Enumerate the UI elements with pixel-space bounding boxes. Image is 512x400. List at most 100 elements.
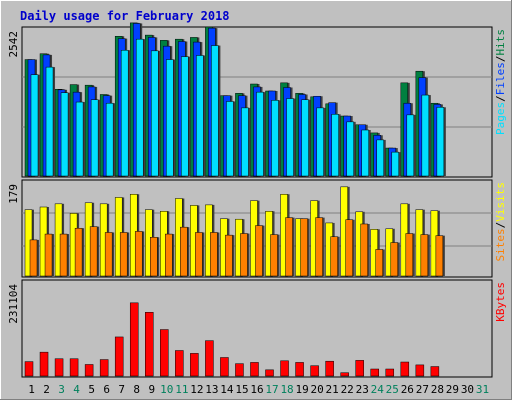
bar-pages-day-11: [181, 56, 189, 177]
x-tick-label: 10: [160, 383, 173, 396]
bar-kbytes-day-4: [69, 358, 79, 377]
bar-kbytes-day-22: [340, 372, 349, 377]
bar-sites-day-16: [255, 225, 263, 277]
legend-item: Files: [494, 62, 507, 95]
bar-kbytes-day-12: [190, 353, 199, 377]
bar-sites-day-22: [345, 219, 353, 277]
bar-pages-day-27: [421, 94, 430, 177]
bar-sites-day-10: [165, 233, 173, 277]
bar-sites-day-28: [435, 235, 444, 277]
bar-kbytes-day-18: [280, 360, 289, 377]
bar-pages-day-20: [316, 107, 324, 177]
x-tick-label: 12: [190, 383, 203, 396]
bar-sites-day-21: [330, 236, 338, 277]
x-tick-label: 27: [416, 383, 429, 396]
x-tick-label: 24: [371, 383, 385, 396]
y-axis-max-label: 2542: [7, 31, 20, 58]
legend-item: Visits: [494, 182, 507, 222]
bar-pages-day-13: [211, 45, 219, 177]
bar-pages-day-21: [331, 114, 339, 177]
bar-sites-day-20: [315, 217, 323, 277]
bar-kbytes-day-21: [325, 360, 334, 377]
bar-pages-day-9: [151, 50, 159, 177]
bar-pages-day-7: [120, 49, 129, 177]
x-tick-label: 23: [356, 383, 369, 396]
x-tick-label: 3: [58, 383, 65, 396]
bar-sites-day-12: [195, 232, 203, 277]
bar-sites-day-8: [134, 231, 143, 277]
bar-sites-day-6: [104, 232, 113, 277]
legend-separator: /: [494, 222, 507, 229]
bar-pages-day-26: [406, 114, 415, 177]
bar-pages-day-12: [196, 55, 204, 177]
bar-sites-day-3: [59, 233, 68, 277]
bar-kbytes-day-5: [84, 364, 94, 377]
bar-kbytes-day-10: [160, 329, 169, 377]
x-tick-label: 2: [43, 383, 50, 396]
bar-kbytes-day-9: [145, 312, 154, 377]
x-axis-labels: 1 2 3 4 5 6 7 8 9 10 11 12 13 14 15 16 17 18 19 20 21 22 23 24 2…: [28, 383, 489, 396]
x-tick-label: 6: [103, 383, 110, 396]
x-tick-label: 7: [118, 383, 125, 396]
bar-sites-day-11: [180, 226, 188, 277]
x-tick-label: 9: [148, 383, 155, 396]
bar-kbytes-day-2: [39, 351, 49, 377]
bar-pages-day-23: [361, 129, 369, 177]
bar-pages-day-3: [60, 92, 69, 177]
x-tick-label: 20: [311, 383, 324, 396]
bar-pages-day-6: [105, 102, 114, 177]
x-tick-label: 31: [476, 383, 489, 396]
bar-sites-day-25: [390, 242, 399, 277]
bar-pages-day-1: [30, 74, 39, 177]
x-tick-label: 30: [461, 383, 474, 396]
bar-pages-day-24: [376, 139, 384, 177]
bar-pages-day-4: [75, 101, 84, 177]
bar-kbytes-day-20: [310, 365, 319, 377]
bar-pages-day-16: [256, 91, 264, 177]
bar-pages-day-18: [286, 98, 294, 177]
bar-sites-day-2: [44, 233, 53, 277]
bar-sites-day-9: [150, 237, 158, 277]
x-tick-label: 26: [401, 383, 414, 396]
bar-kbytes-day-1: [24, 361, 34, 377]
x-tick-label: 22: [341, 383, 354, 396]
legend-item: Hits: [494, 29, 507, 56]
bar-sites-day-19: [300, 218, 308, 277]
bar-kbytes-day-6: [99, 359, 109, 377]
y-axis-max-label: 231104: [7, 284, 20, 324]
x-tick-label: 21: [326, 383, 339, 396]
x-tick-label: 14: [220, 383, 234, 396]
bar-sites-day-23: [360, 223, 368, 277]
bar-kbytes-day-7: [114, 336, 124, 377]
bar-pages-day-19: [301, 99, 309, 177]
x-tick-label: 15: [235, 383, 248, 396]
legend: Sites/Visits: [494, 182, 507, 262]
bar-pages-day-10: [166, 59, 174, 177]
bar-sites-day-24: [375, 249, 383, 277]
x-tick-label: 11: [175, 383, 188, 396]
bar-sites-day-18: [285, 217, 293, 277]
bar-pages-day-22: [346, 121, 354, 177]
chart-panels: 2542Pages/Files/Hits179Sites/Visits23110…: [7, 22, 507, 378]
bar-kbytes-day-24: [370, 368, 379, 377]
x-tick-label: 4: [73, 383, 80, 396]
x-tick-label: 1: [28, 383, 35, 396]
bar-kbytes-day-14: [220, 357, 229, 377]
x-tick-label: 18: [280, 383, 293, 396]
bar-sites-day-15: [240, 233, 248, 277]
bar-kbytes-day-3: [54, 358, 64, 377]
bar-sites-day-14: [225, 234, 233, 277]
bar-kbytes-day-11: [175, 350, 184, 377]
bar-kbytes-day-26: [400, 361, 410, 377]
bar-kbytes-day-25: [385, 368, 395, 377]
bar-kbytes-day-17: [265, 369, 274, 377]
bar-sites-day-7: [119, 232, 128, 277]
bar-sites-day-26: [405, 233, 414, 277]
bar-kbytes-day-16: [250, 362, 259, 377]
bar-kbytes-day-13: [205, 340, 214, 377]
bar-pages-day-14: [226, 101, 234, 177]
bar-pages-day-8: [135, 38, 144, 177]
bar-kbytes-day-15: [235, 363, 244, 377]
legend-separator: /: [494, 95, 507, 102]
